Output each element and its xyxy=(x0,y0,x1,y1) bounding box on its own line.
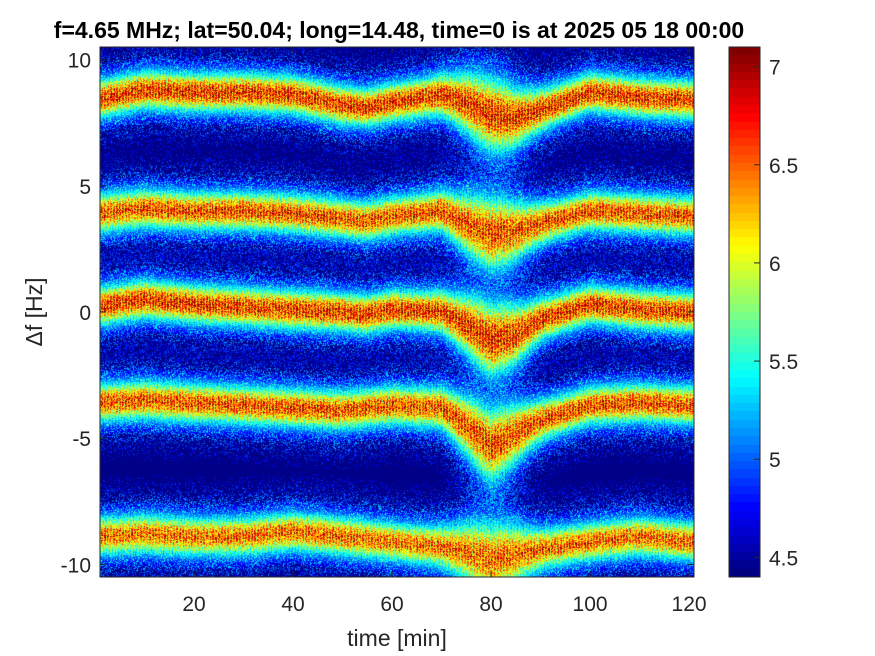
x-tick-label: 120 xyxy=(672,593,707,616)
colorbar-gradient xyxy=(729,47,760,577)
colorbar-tick-label: 7 xyxy=(769,57,781,80)
colorbar: 4.5 5 5.5 6 6.5 7 xyxy=(728,46,798,578)
x-tick-label: 100 xyxy=(573,593,608,616)
y-axis-label: Δf [Hz] xyxy=(21,277,47,346)
y-tick-label: -10 xyxy=(61,554,91,577)
x-tick-label: 20 xyxy=(182,593,205,616)
colorbar-ticks: 4.5 5 5.5 6 6.5 7 xyxy=(754,57,798,570)
y-axis-ticks: -10 -5 0 5 10 xyxy=(61,50,694,577)
colorbar-tick-label: 6 xyxy=(769,253,781,276)
heatmap-image xyxy=(100,47,694,577)
y-tick-label: -5 xyxy=(72,428,91,451)
y-tick-label: 0 xyxy=(79,302,91,325)
heatmap-plot xyxy=(99,46,695,578)
x-tick-label: 80 xyxy=(479,593,502,616)
colorbar-frame xyxy=(728,46,761,578)
x-tick-label: 40 xyxy=(281,593,304,616)
x-axis-label: time [min] xyxy=(347,625,447,651)
chart-title: f=4.65 MHz; lat=50.04; long=14.48, time=… xyxy=(54,17,744,43)
y-tick-label: 10 xyxy=(68,50,91,73)
colorbar-tick-label: 6.5 xyxy=(769,155,798,178)
x-axis-ticks: 20 40 60 80 100 120 xyxy=(182,47,707,616)
x-tick-label: 60 xyxy=(380,593,403,616)
colorbar-tick-label: 5 xyxy=(769,449,781,472)
y-tick-label: 5 xyxy=(79,176,91,199)
colorbar-tick-label: 5.5 xyxy=(769,351,798,374)
colorbar-tick-label: 4.5 xyxy=(769,547,798,570)
